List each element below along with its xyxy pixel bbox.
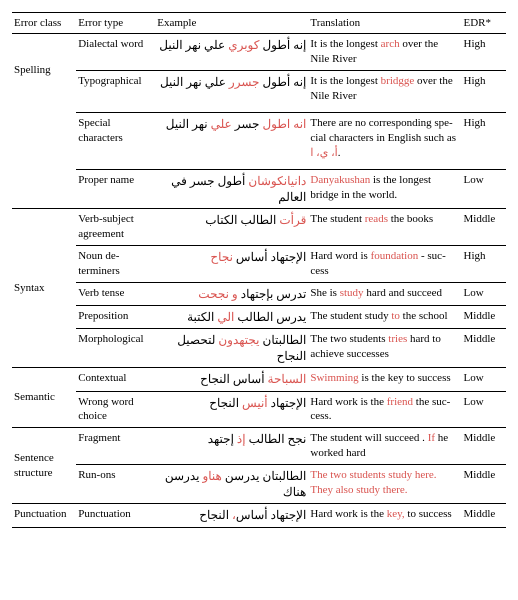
example: الطالبتان يدرسن هناو يدرسن هناك — [155, 464, 308, 503]
edr: Middle — [462, 464, 507, 503]
example: نجح الطالب إذ إجتهد — [155, 428, 308, 464]
th-translation: Translation — [308, 13, 461, 34]
edr: Low — [462, 169, 507, 208]
example: دانيانكوشان أطول جسر في العالم — [155, 169, 308, 208]
example: الطالبتان يجتهدون لتحصيل النجاح — [155, 329, 308, 368]
type: Wrong word choice — [76, 391, 155, 427]
example: يدرس الطالب الي الكتبة — [155, 305, 308, 328]
type: Fragment — [76, 428, 155, 464]
row-spell1: Spelling Dialectal word إنه أطول كوبري ع… — [12, 34, 506, 70]
row-syn4: Preposition يدرس الطالب الي الكتبة The s… — [12, 305, 506, 328]
edr: High — [462, 245, 507, 281]
type: Contextual — [76, 368, 155, 391]
row-spell3: Special characters انه اطول جسر علي نهر … — [12, 112, 506, 163]
row-syn2: Noun de­terminers الإجتهاد أساس نجاح Har… — [12, 245, 506, 281]
translation: Hard word is foundation - suc­cess — [308, 245, 461, 281]
edr: Low — [462, 368, 507, 391]
row-sem2: Wrong word choice الإجتهاد أنيس النجاح H… — [12, 391, 506, 427]
translation: Swimming is the key to success — [308, 368, 461, 391]
type: Morpholog­ical — [76, 329, 155, 368]
example: الإجتهاد أساس نجاح — [155, 245, 308, 281]
row-syn5: Morpholog­ical الطالبتان يجتهدون لتحصيل … — [12, 329, 506, 368]
row-sen2: Run-ons الطالبتان يدرسن هناو يدرسن هناك … — [12, 464, 506, 503]
example: السباحة أساس النجاح — [155, 368, 308, 391]
translation: It is the longest bridgge over the Nile … — [308, 70, 461, 106]
class-sentence: Sentence structure — [12, 428, 76, 504]
translation: There are no corresponding spe­cial char… — [308, 112, 461, 163]
translation: Hard work is the key, to success — [308, 504, 461, 527]
class-spelling: Spelling — [12, 34, 76, 107]
th-example: Example — [155, 13, 308, 34]
type: Dialectal word — [76, 34, 155, 70]
translation: Hard work is the friend the suc­cess. — [308, 391, 461, 427]
translation: The student study to the school — [308, 305, 461, 328]
th-class: Error class — [12, 13, 76, 34]
header-row: Error class Error type Example Translati… — [12, 13, 506, 34]
edr: High — [462, 34, 507, 70]
example: إنه أطول كوبري علي نهر النيل — [155, 34, 308, 70]
edr: Middle — [462, 305, 507, 328]
row-sen1: Sentence structure Fragment نجح الطالب إ… — [12, 428, 506, 464]
example: الإجتهاد أساس، النجاح — [155, 504, 308, 527]
type: Special characters — [76, 112, 155, 163]
edr: Middle — [462, 428, 507, 464]
edr: Low — [462, 282, 507, 305]
edr: High — [462, 112, 507, 163]
translation: The student reads the books — [308, 209, 461, 245]
th-edr: EDR* — [462, 13, 507, 34]
type: Punctuation — [76, 504, 155, 527]
example: إنه أطول جسرر علي نهر النيل — [155, 70, 308, 106]
row-syn3: Verb tense تدرس بإجتهاد و نجحت She is st… — [12, 282, 506, 305]
translation: The two students tries hard to achieve s… — [308, 329, 461, 368]
edr: Middle — [462, 209, 507, 245]
type: Run-ons — [76, 464, 155, 503]
translation: The two students study here. They also s… — [308, 464, 461, 503]
th-type: Error type — [76, 13, 155, 34]
example: قرأت الطالب الكتاب — [155, 209, 308, 245]
translation: She is study hard and succeed — [308, 282, 461, 305]
edr: Middle — [462, 329, 507, 368]
example: الإجتهاد أنيس النجاح — [155, 391, 308, 427]
example: انه اطول جسر علي نهر النيل — [155, 112, 308, 163]
class-semantic: Semantic — [12, 368, 76, 427]
row-spell4: Proper name دانيانكوشان أطول جسر في العا… — [12, 169, 506, 208]
example: تدرس بإجتهاد و نجحت — [155, 282, 308, 305]
row-syn1: Syntax Verb-subject agreement قرأت الطال… — [12, 209, 506, 245]
translation: It is the longest arch over the Nile Riv… — [308, 34, 461, 70]
errors-table: Error class Error type Example Translati… — [12, 12, 506, 528]
edr: High — [462, 70, 507, 106]
type: Preposition — [76, 305, 155, 328]
type: Typograph­ical — [76, 70, 155, 106]
translation: Danyakushan is the longest bridge in the… — [308, 169, 461, 208]
edr: Low — [462, 391, 507, 427]
translation: The student will succeed . If he worked … — [308, 428, 461, 464]
row-spell2b: Typograph­ical إنه أطول جسرر علي نهر الن… — [12, 70, 506, 106]
class-punctuation: Punctuation — [12, 504, 76, 527]
class-syntax: Syntax — [12, 209, 76, 368]
type: Verb-subject agreement — [76, 209, 155, 245]
row-pun1: Punctuation Punctuation الإجتهاد أساس، ا… — [12, 504, 506, 527]
type: Proper name — [76, 169, 155, 208]
row-sem1: Semantic Contextual السباحة أساس النجاح … — [12, 368, 506, 391]
type: Noun de­terminers — [76, 245, 155, 281]
type: Verb tense — [76, 282, 155, 305]
edr: Middle — [462, 504, 507, 527]
